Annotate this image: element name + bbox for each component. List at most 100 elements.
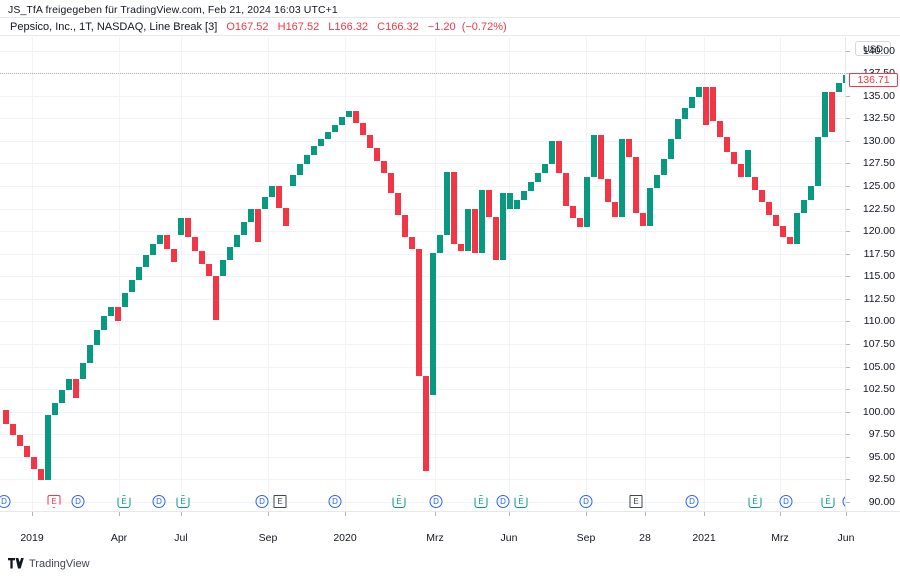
earnings-marker-icon[interactable]: E	[474, 495, 488, 508]
line-break-block	[381, 160, 387, 174]
line-break-block	[360, 122, 366, 136]
earnings-marker-icon[interactable]: E	[47, 495, 61, 508]
gridline-vertical	[509, 37, 510, 511]
line-break-block	[325, 131, 331, 140]
earnings-marker-icon[interactable]: E	[117, 495, 131, 508]
price-tick-label: 102.50	[862, 383, 895, 396]
line-break-block	[731, 151, 737, 165]
line-break-block	[311, 146, 317, 156]
line-break-block	[766, 202, 772, 215]
earnings-marker-icon[interactable]: E	[514, 495, 528, 508]
line-break-block	[87, 344, 93, 363]
current-price-badge: 136.71	[849, 73, 898, 88]
line-break-block	[59, 390, 65, 403]
gridline-horizontal	[0, 479, 845, 481]
line-break-block	[822, 92, 828, 138]
chart-legend: Pepsico, Inc., 1T, NASDAQ, Line Break [3…	[0, 17, 900, 36]
line-break-block	[696, 86, 702, 98]
dividend-marker-icon[interactable]: D	[255, 495, 269, 508]
price-tick-label: 132.50	[862, 112, 895, 125]
symbol-label[interactable]: Pepsico, Inc., 1T, NASDAQ, Line Break [3…	[10, 21, 218, 33]
gridline-horizontal	[0, 456, 845, 458]
line-break-block	[486, 189, 492, 217]
line-break-block	[549, 140, 555, 165]
gridline-horizontal	[0, 185, 845, 187]
line-break-block	[752, 176, 758, 190]
line-break-block	[171, 249, 177, 262]
line-break-block	[24, 445, 30, 457]
price-tick-mark	[846, 73, 850, 75]
line-break-block	[353, 111, 359, 123]
low-label: L	[328, 21, 335, 33]
dividend-marker-icon[interactable]: D	[779, 495, 793, 508]
price-tick-mark	[846, 343, 850, 345]
price-tick-label: 127.50	[862, 157, 895, 170]
gridline-horizontal	[0, 434, 845, 436]
line-break-block	[801, 200, 807, 214]
line-break-block	[276, 185, 282, 208]
dividend-marker-icon[interactable]: D	[429, 495, 443, 508]
line-break-block	[73, 379, 79, 399]
price-tick-label: 120.00	[862, 225, 895, 238]
time-tick-mark	[645, 512, 646, 516]
price-tick-mark	[846, 231, 850, 233]
earnings-marker-icon[interactable]: E	[392, 495, 406, 508]
tradingview-brand-label: TradingView	[29, 557, 90, 570]
line-break-block	[423, 375, 429, 472]
time-axis[interactable]: 2019 Apr Jul Sep 2020 Mrz Jun Sep 28 2021 Mrz Jun	[0, 511, 900, 550]
dividend-marker-icon[interactable]: D	[0, 495, 11, 508]
earnings-marker-icon[interactable]: E	[629, 495, 643, 508]
time-tick-label: Sep	[576, 532, 596, 544]
dividend-marker-icon[interactable]: D	[579, 495, 593, 508]
dividend-marker-icon[interactable]: D	[328, 495, 342, 508]
dividend-marker-icon[interactable]: D	[496, 495, 510, 508]
gridline-horizontal	[0, 411, 845, 413]
change-value: −1.20	[427, 21, 456, 33]
line-break-block	[122, 292, 128, 307]
line-break-block	[143, 254, 149, 268]
line-break-block	[836, 83, 842, 93]
line-break-block	[612, 202, 618, 217]
earnings-marker-icon[interactable]: E	[176, 495, 190, 508]
dividend-marker-icon[interactable]: D	[71, 495, 85, 508]
price-tick-label: 105.00	[862, 360, 895, 373]
line-break-block	[3, 409, 9, 425]
earnings-marker-icon[interactable]: E	[748, 495, 762, 508]
change-percent: (−0.72%)	[461, 21, 507, 33]
price-tick-label: 140.00	[862, 44, 895, 57]
currency-badge: USD	[855, 41, 891, 56]
line-break-block	[227, 247, 233, 260]
price-tick-mark	[846, 389, 850, 391]
line-break-block	[185, 218, 191, 237]
line-break-block	[220, 260, 226, 277]
earnings-marker-icon[interactable]: E	[821, 495, 835, 508]
price-tick-mark	[846, 298, 850, 300]
line-break-block	[283, 207, 289, 226]
time-tick-label: Jun	[837, 532, 855, 544]
line-break-block	[416, 249, 422, 376]
line-break-block	[262, 196, 268, 210]
price-axis[interactable]: USD 140.00137.50135.00132.50130.00127.50…	[845, 37, 900, 511]
time-tick-mark	[119, 512, 120, 516]
chart-plot-area[interactable]: DEDEDEDEDEDEDEDEDEDED	[0, 37, 845, 511]
line-break-block	[304, 155, 310, 165]
line-break-block	[52, 402, 58, 416]
line-break-block	[129, 279, 135, 293]
price-tick-label: 122.50	[862, 202, 895, 215]
line-break-block	[255, 209, 261, 242]
line-break-block	[80, 362, 86, 380]
gridline-vertical	[586, 37, 587, 511]
line-break-block	[563, 173, 569, 206]
gridline-horizontal	[0, 231, 845, 233]
dividend-marker-icon[interactable]: D	[685, 495, 699, 508]
line-break-block	[388, 173, 394, 194]
gridline-horizontal	[0, 208, 845, 210]
gridline-horizontal	[0, 253, 845, 255]
gridline-vertical	[119, 37, 120, 511]
dividend-marker-icon[interactable]: D	[152, 495, 166, 508]
price-tick-label: 117.50	[863, 247, 895, 260]
line-break-block	[528, 182, 534, 192]
open-value: 167.52	[234, 21, 269, 33]
earnings-marker-icon[interactable]: E	[273, 495, 287, 508]
time-tick-mark	[268, 512, 269, 516]
